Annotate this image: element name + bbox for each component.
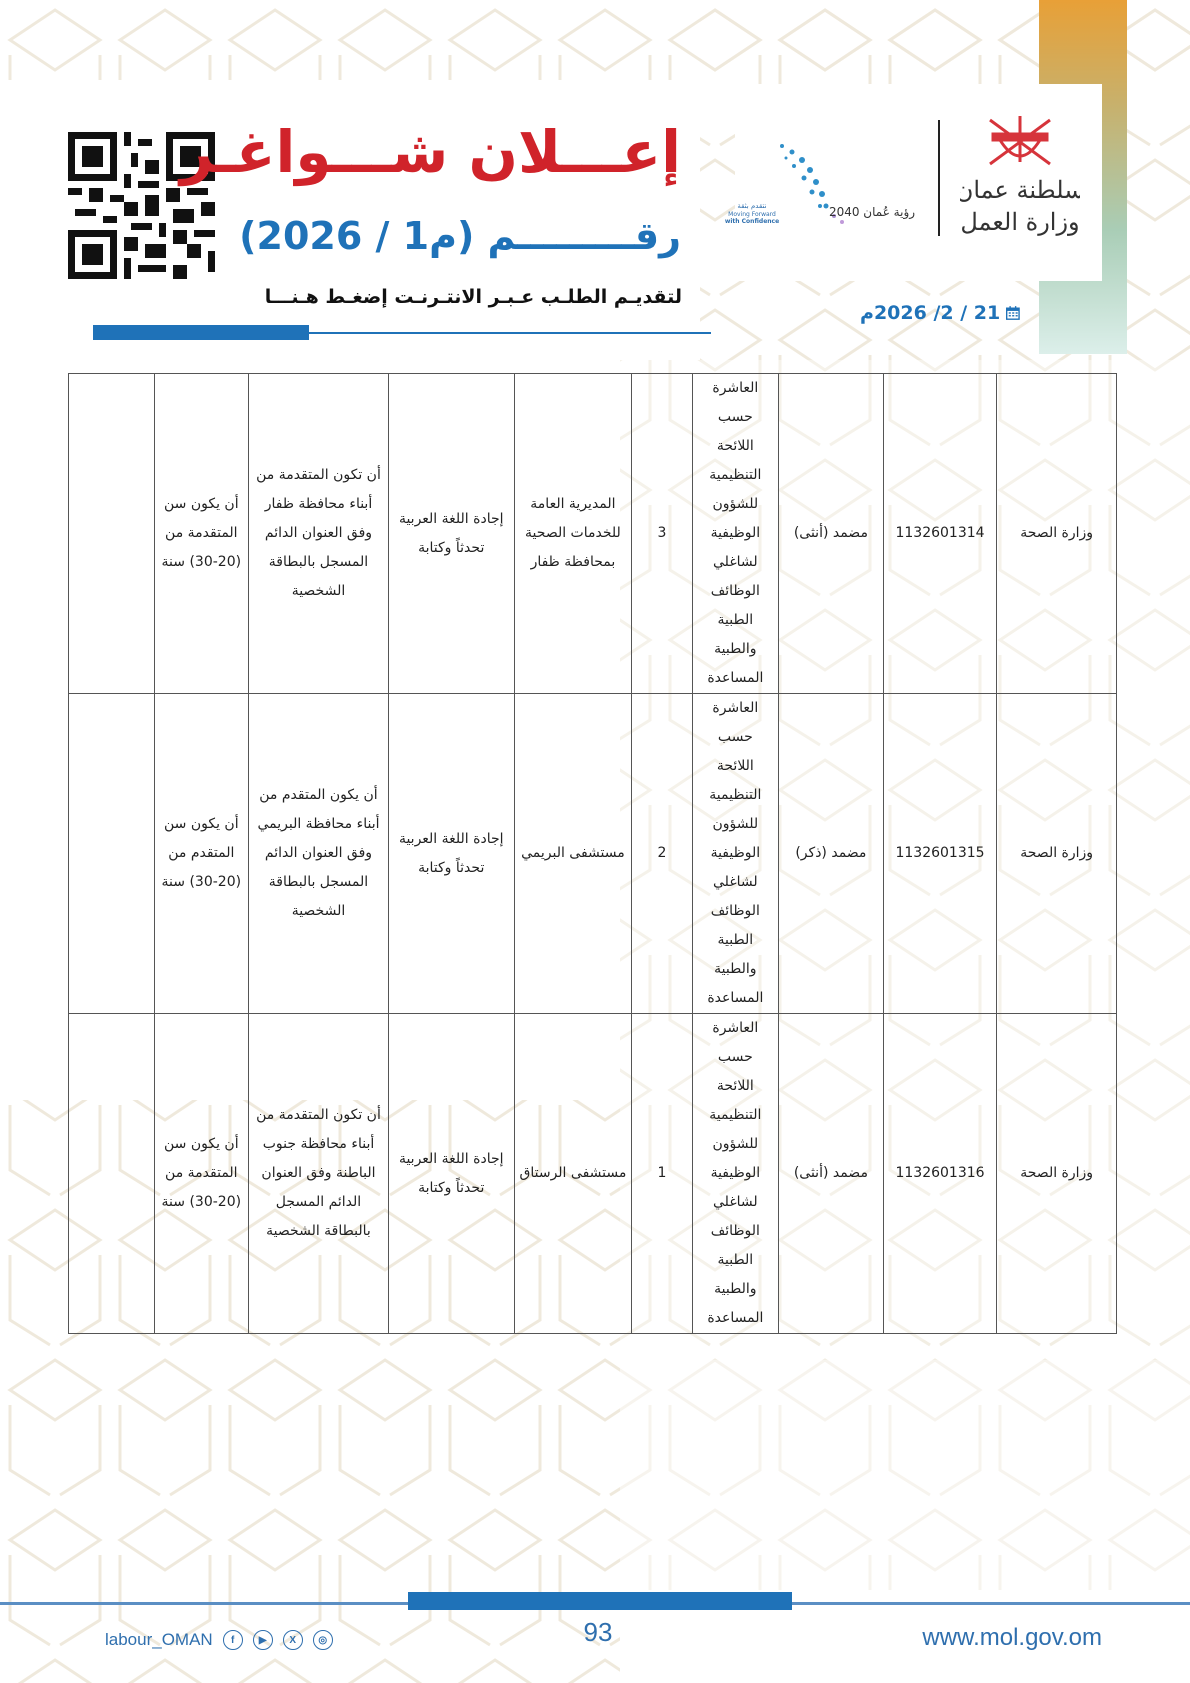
vision-slogan-en1: Moving Forward [728, 211, 776, 218]
cell-language: إجادة اللغة العربية تحدثاً وكتابة [387, 373, 515, 694]
logo-divider [938, 120, 940, 236]
instagram-icon[interactable]: ◎ [312, 1630, 333, 1650]
table-row: وزارة الصحة 1132601316 مضمد (أنثى) العاشرة … [68, 1013, 1117, 1334]
page-title: إعـــلان شـــواغـر [180, 118, 681, 186]
cell-language: إجادة اللغة العربية تحدثاً وكتابة [387, 693, 515, 1014]
logo-panel [735, 84, 1102, 281]
cell-location: مستشفى البريمي [513, 693, 633, 1014]
cell-job: مضمد (ذكر) [778, 693, 884, 1014]
x-icon[interactable]: X [282, 1630, 303, 1650]
vision-slogan-en2: with Confidence [725, 218, 779, 225]
cell-ministry: وزارة الصحة [996, 693, 1117, 1014]
cell-ministry: وزارة الصحة [996, 1013, 1117, 1334]
footer-accent-bar [408, 1592, 792, 1610]
cell-job: مضمد (أنثى) [778, 373, 884, 694]
page-number: 93 [583, 1617, 613, 1647]
youtube-icon[interactable]: ▶ [252, 1630, 273, 1650]
header-rule [309, 332, 711, 334]
cell-language: إجادة اللغة العربية تحدثاً وكتابة [387, 1013, 515, 1334]
cell-count: 3 [631, 373, 693, 694]
cell-age: أن يكون سن المتقدم من (20-30) سنة [153, 693, 250, 1014]
cell-location: المديرية العامة للخدمات الصحية بمحافظة ظ… [513, 373, 633, 694]
cell-notes [68, 1013, 155, 1334]
cell-ministry: وزارة الصحة [996, 373, 1117, 694]
cell-age: أن يكون سن المتقدمة من (20-30) سنة [153, 1013, 250, 1334]
cell-residence: أن يكون المتقدم من أبناء محافظة البريمي … [248, 693, 389, 1014]
cell-code: 1132601316 [882, 1013, 998, 1334]
social-handle[interactable]: labour_OMAN [105, 1630, 213, 1649]
facebook-icon[interactable]: f [222, 1630, 243, 1650]
oman-emblem-logo: سلطنة عمان وزارة العمل [960, 116, 1080, 236]
emblem-text-line2: وزارة العمل [960, 208, 1079, 236]
oman-vision-2040-logo: رؤية عُمان 2040 نتقدم بثقة Moving Forwar… [725, 144, 915, 225]
date-text: 21 / 2/ 2026م [860, 302, 1001, 324]
website-link[interactable]: www.mol.gov.om [922, 1624, 1102, 1651]
cell-code: 1132601315 [882, 693, 998, 1014]
social-links: labour_OMAN f ▶ X ◎ [105, 1630, 333, 1650]
table-row: وزارة الصحة 1132601314 مضمد (أنثى) العاشرة … [68, 373, 1117, 694]
qr-code[interactable] [68, 132, 215, 279]
cell-grade: العاشرة حسب اللائحة التنظيمية للشؤون الو… [691, 693, 780, 1014]
vision-text: رؤية عُمان 2040 [829, 205, 915, 220]
cell-age: أن يكون سن المتقدمة من (20-30) سنة [153, 373, 250, 694]
vision-slogan-ar: نتقدم بثقة [737, 202, 766, 210]
vacancies-table: وزارة الصحة 1132601314 مضمد (أنثى) العاشرة … [68, 373, 1117, 1334]
cell-count: 1 [631, 1013, 693, 1334]
cell-notes [68, 693, 155, 1014]
emblem-text-line1: سلطنة عمان [960, 176, 1080, 204]
cell-location: مستشفى الرستاق [513, 1013, 633, 1334]
cell-residence: أن تكون المتقدمة من أبناء محافظة جنوب ال… [248, 1013, 389, 1334]
apply-online-link[interactable]: لتقديـم الطلـب عـبـر الانتـرنـت إضغـط هـ… [264, 286, 682, 308]
cell-grade: العاشرة حسب اللائحة التنظيمية للشؤون الو… [691, 373, 780, 694]
calendar-icon [1006, 306, 1020, 320]
table-row: وزارة الصحة 1132601315 مضمد (ذكر) العاشرة ح… [68, 693, 1117, 1014]
cell-count: 2 [631, 693, 693, 1014]
announcement-number: رقـــــــــم (م1 / 2026) [239, 214, 681, 258]
cell-notes [68, 373, 155, 694]
announcement-date: 21 / 2/ 2026م [860, 302, 1020, 324]
header-accent-bar [93, 325, 309, 340]
cell-code: 1132601314 [882, 373, 998, 694]
cell-grade: العاشرة حسب اللائحة التنظيمية للشؤون الو… [691, 1013, 780, 1334]
cell-job: مضمد (أنثى) [778, 1013, 884, 1334]
cell-residence: أن تكون المتقدمة من أبناء محافظة ظفار وف… [248, 373, 389, 694]
